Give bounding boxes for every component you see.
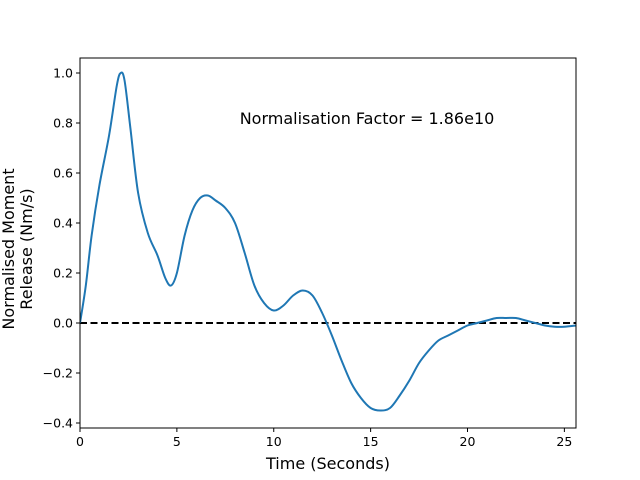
annotation-text: Normalisation Factor = 1.86e10 — [240, 109, 495, 128]
y-tick-label: −0.4 — [43, 416, 73, 431]
y-axis-label: Normalised Moment Release (Nm/s) — [0, 168, 36, 329]
x-tick-label: 10 — [266, 434, 282, 449]
x-tick-label: 5 — [173, 434, 181, 449]
y-tick-label: 0.0 — [53, 316, 73, 331]
y-tick-label: 0.4 — [53, 216, 73, 231]
plot-area — [79, 57, 577, 429]
x-tick-label: 25 — [556, 434, 572, 449]
y-tick-label: 0.6 — [53, 166, 73, 181]
y-tick-label: 0.2 — [53, 266, 73, 281]
x-axis-label: Time (Seconds) — [265, 454, 390, 473]
x-tick-label: 15 — [363, 434, 379, 449]
x-tick-label: 20 — [460, 434, 476, 449]
series-line-0 — [80, 71, 576, 412]
y-tick-label: 1.0 — [53, 66, 73, 81]
axes-frame — [79, 57, 577, 429]
y-axis-label-line-1: Normalised Moment — [0, 168, 18, 329]
y-axis-label-line-2: Release (Nm/s) — [17, 188, 36, 309]
x-tick-label: 0 — [76, 434, 84, 449]
y-tick-label: 0.8 — [53, 116, 73, 131]
axis-ticks: 0 5 10 15 20 25 −0.4 −0.2 0.0 0.2 0.4 0.6 0.8 1.0 — [43, 66, 573, 450]
y-tick-label: −0.2 — [43, 366, 73, 381]
